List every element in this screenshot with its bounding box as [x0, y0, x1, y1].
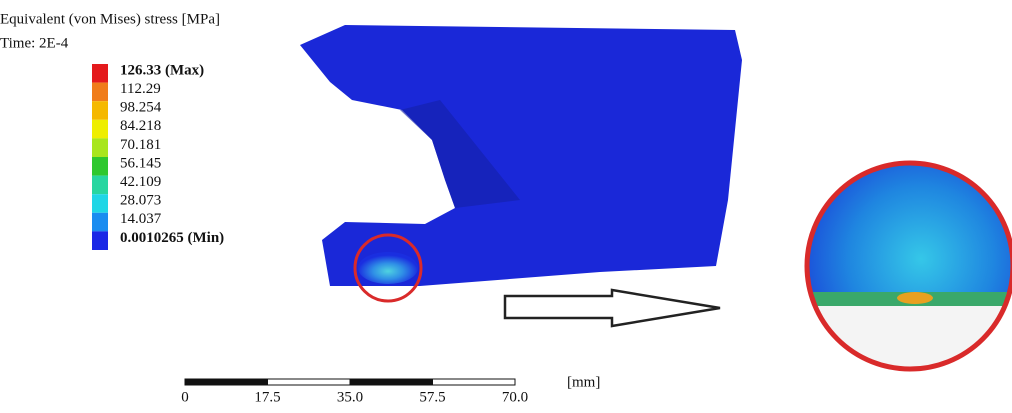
legend-label: 84.218 [120, 118, 161, 134]
legend-swatch [92, 194, 108, 213]
scale-segment [350, 379, 433, 385]
time-label: Time: 2E-4 [0, 35, 69, 51]
legend-swatch [92, 213, 108, 232]
legend-swatch [92, 157, 108, 176]
scale-segment [268, 379, 351, 385]
scale-label: 0 [181, 389, 189, 405]
legend-label: 126.33 (Max) [120, 62, 204, 78]
legend-swatch [92, 138, 108, 157]
legend-swatch [92, 231, 108, 250]
scale-label: 57.5 [419, 389, 445, 405]
legend-swatch [92, 120, 108, 139]
scale-bar: 0 17.5 35.0 57.5 70.0 [mm] [181, 374, 600, 405]
scale-segment [433, 379, 516, 385]
legend-label: 70.181 [120, 137, 161, 153]
page: {"header": {"title": "Equivalent (von Mi… [0, 0, 1012, 408]
arrow [505, 290, 720, 326]
scale-label: 17.5 [254, 389, 280, 405]
legend-label: 42.109 [120, 174, 161, 190]
result-title: Equivalent (von Mises) stress [MPa] [0, 11, 220, 27]
part-body [300, 25, 742, 286]
legend-label: 56.145 [120, 155, 161, 171]
legend-label: 0.0010265 (Min) [120, 230, 224, 246]
scale-segment [185, 379, 268, 385]
legend-swatch [92, 64, 108, 83]
legend-swatch [92, 101, 108, 120]
legend-label: 28.073 [120, 193, 161, 209]
legend-label: 14.037 [120, 211, 162, 227]
scale-label: 35.0 [337, 389, 363, 405]
scale-unit: [mm] [567, 374, 600, 390]
scale-label: 70.0 [502, 389, 528, 405]
legend-label: 98.254 [120, 100, 162, 116]
legend: 126.33 (Max) 112.29 98.254 84.218 70.181 56.1… [92, 62, 224, 250]
figure: Equivalent (von Mises) stress [MPa] Time… [0, 0, 1012, 408]
legend-swatch [92, 176, 108, 195]
legend-label: 112.29 [120, 81, 161, 97]
stress-hotspot [358, 252, 418, 284]
legend-swatch [92, 83, 108, 102]
